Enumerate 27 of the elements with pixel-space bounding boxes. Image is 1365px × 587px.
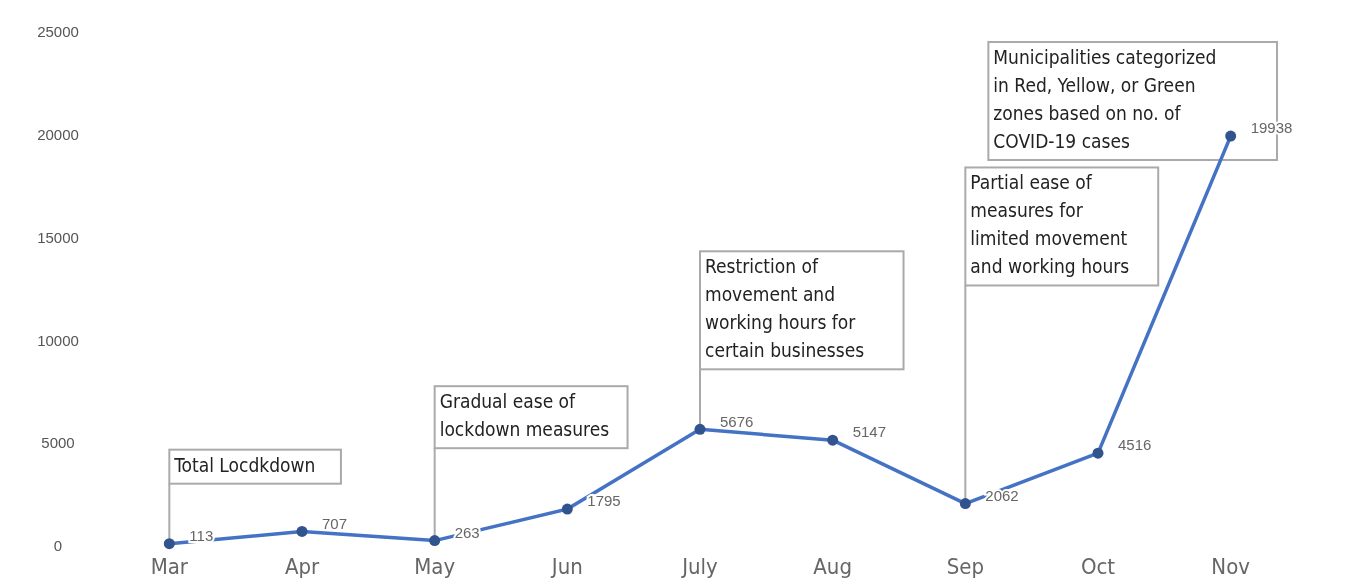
x-tick-label: Nov (1211, 554, 1251, 579)
x-tick-label: Aug (813, 554, 852, 579)
data-label: 19938 (1250, 119, 1293, 137)
y-tick-label: 0 (53, 537, 63, 555)
data-label: 707 (322, 514, 348, 532)
annotation: Gradual ease of lockdown measures (439, 390, 610, 441)
data-label: 5147 (852, 423, 887, 441)
annotation: Restriction of movement and working hours for certain businesses (705, 255, 865, 362)
annotation: Partial ease of measures for limited movement and working hours (970, 171, 1130, 278)
annotation: Total Locdkdown (173, 453, 316, 476)
x-tick-label: Mar (150, 554, 189, 579)
data-label: 4516 (1118, 436, 1152, 454)
y-tick-label: 25000 (37, 23, 79, 41)
x-tick-label: May (414, 554, 456, 579)
x-tick-label: Oct (1080, 554, 1116, 579)
y-tick-label: 10000 (37, 331, 79, 349)
x-tick-label: Apr (284, 554, 320, 579)
y-tick-label: 20000 (37, 126, 79, 144)
y-tick-label: 5000 (41, 434, 75, 452)
annotation: Municipalities categorized in Red, Yellow, or Green zones based on no. of COVID-19 cases (993, 46, 1217, 152)
data-label: 1795 (587, 492, 621, 510)
x-tick-label: Jun (549, 554, 583, 579)
data-label: 2062 (985, 486, 1019, 504)
y-tick-label: 15000 (37, 228, 79, 246)
data-label: 5676 (720, 412, 754, 430)
x-tick-label: July (680, 554, 719, 579)
x-tick-label: Sep (946, 554, 984, 579)
